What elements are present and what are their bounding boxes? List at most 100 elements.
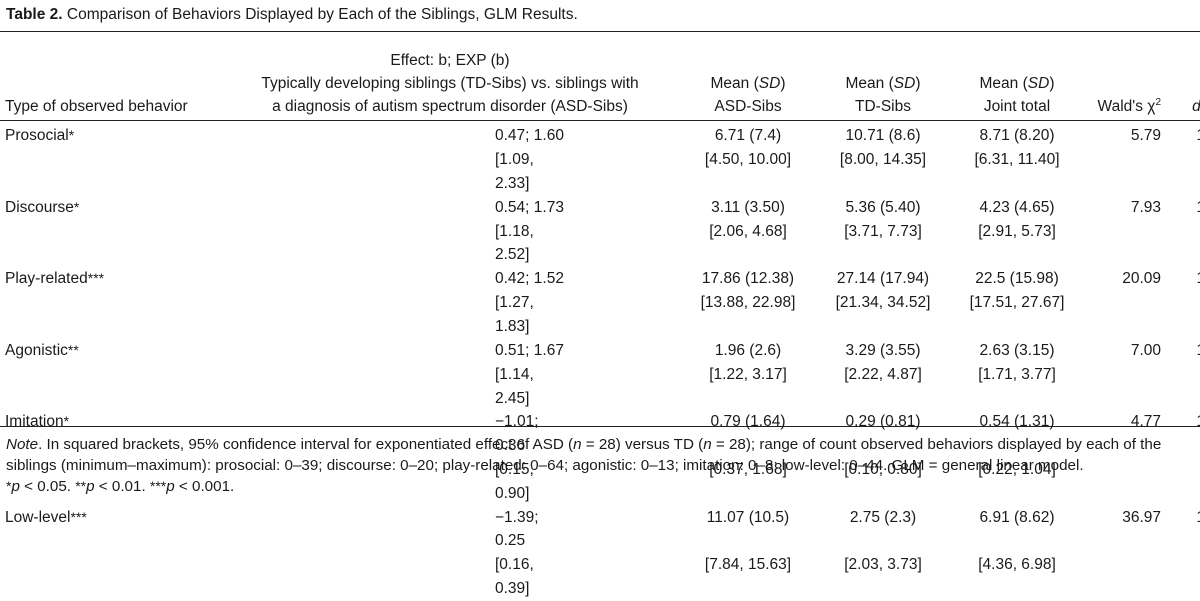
wald-value: 4.77	[1130, 413, 1161, 431]
top-rule	[0, 31, 1200, 32]
df-value: 1	[1161, 118, 1200, 148]
header-effect: Effect: b; EXP (b) Typically developing …	[223, 34, 677, 118]
behavior-name: Discourse*	[5, 198, 80, 216]
header-joint: Mean (SD) Joint total	[947, 34, 1087, 118]
table-row-ci: [1.09, 2.33] [4.50, 10.00] [8.00, 14.35] [6…	[0, 148, 1200, 196]
asd-range: [4.50, 10.00]	[704, 151, 792, 168]
header-wald: Wald's χ2	[1097, 96, 1161, 115]
table-body: Prosocial* 0.47; 1.60 6.71 (7.4) 10.71 (8.6…	[0, 118, 1200, 601]
effect-ci: [0.15, 0.90]	[495, 460, 534, 502]
joint-range: [0.22, 1.04]	[978, 460, 1056, 478]
asd-mean: 6.71 (7.4)	[714, 127, 782, 144]
joint-range: [6.31, 11.40]	[974, 151, 1060, 168]
joint-mean: 0.54 (1.31)	[979, 413, 1055, 431]
wald-value: 20.09	[1122, 270, 1161, 288]
joint-range: [17.51, 27.67]	[969, 294, 1065, 312]
effect-ci: [1.27, 1.83]	[495, 294, 534, 335]
behavior-name: Agonistic**	[5, 341, 79, 359]
header-td-mean: Mean (SD)	[845, 75, 921, 92]
td-mean: 27.14 (17.94)	[836, 270, 930, 288]
effect-value: 0.51; 1.67	[495, 341, 564, 359]
table-caption: Table 2. Comparison of Behaviors Display…	[6, 5, 578, 25]
wald-value: 7.93	[1130, 198, 1161, 216]
asd-range: [13.88, 22.98]	[700, 294, 796, 312]
header-row: Type of observed behavior Effect: b; EXP…	[0, 34, 1200, 118]
table-row-ci: [1.14, 2.45] [1.22, 3.17] [2.22, 4.87] [1.7…	[0, 363, 1200, 411]
td-range: [0.10, 0.80]	[844, 460, 922, 478]
header-td-label: TD-Sibs	[855, 98, 911, 115]
behavior-name: Prosocial*	[5, 127, 75, 144]
header-asd-label: ASD-Sibs	[714, 98, 782, 115]
header-effect-line3: a diagnosis of autism spectrum disorder …	[272, 98, 628, 115]
asd-mean: 3.11 (3.50)	[711, 198, 785, 216]
table-row: Low-level*** −1.39; 0.25 11.07 (10.5) 2.75 …	[0, 506, 1200, 554]
header-rule	[0, 120, 1200, 121]
table-row-ci: [1.18, 2.52] [2.06, 4.68] [3.71, 7.73] [2.9…	[0, 220, 1200, 268]
behavior-name: Low-level***	[5, 508, 87, 526]
joint-range: [2.91, 5.73]	[978, 222, 1056, 240]
df-value: 1	[1161, 506, 1200, 554]
header-effect-line2: Typically developing siblings (TD-Sibs) …	[261, 75, 639, 92]
table-row: Prosocial* 0.47; 1.60 6.71 (7.4) 10.71 (8.6…	[0, 118, 1200, 148]
table-note: Note. In squared brackets, 95% confidenc…	[6, 436, 1162, 495]
joint-mean: 4.23 (4.65)	[979, 198, 1055, 216]
df-value: 1	[1161, 339, 1200, 363]
behavior-name: Imitation*	[5, 413, 70, 431]
effect-value: 0.42; 1.52	[495, 270, 564, 288]
asd-range: [2.06, 4.68]	[709, 222, 787, 240]
effect-value: 0.47; 1.60	[495, 127, 564, 144]
asd-mean: 11.07 (10.5)	[706, 508, 790, 526]
header-joint-mean: Mean (SD)	[979, 75, 1055, 92]
wald-value: 36.97	[1122, 508, 1161, 526]
effect-ci: [0.16, 0.39]	[495, 556, 534, 597]
table-row-ci: [0.16, 0.39] [7.84, 15.63] [2.03, 3.73] [4.…	[0, 553, 1200, 601]
td-range: [8.00, 14.35]	[839, 151, 927, 168]
joint-mean: 6.91 (8.62)	[979, 508, 1055, 526]
td-mean: 5.36 (5.40)	[845, 198, 921, 216]
effect-value: 0.54; 1.73	[495, 198, 564, 216]
table-row: Imitation* −1.01; 0.36 0.79 (1.64) 0.29 (0.…	[0, 410, 1200, 458]
table-row: Play-related*** 0.42; 1.52 17.86 (12.38) 27…	[0, 267, 1200, 291]
td-range: [2.22, 4.87]	[844, 365, 922, 383]
joint-range: [1.71, 3.77]	[978, 365, 1056, 383]
td-mean: 0.29 (0.81)	[845, 413, 921, 431]
header-asd: Mean (SD) ASD-Sibs	[677, 34, 819, 118]
df-value: 1	[1161, 267, 1200, 291]
table-row: Discourse* 0.54; 1.73 3.11 (3.50) 5.36 (5.4…	[0, 196, 1200, 220]
effect-ci: [1.18, 2.52]	[495, 222, 534, 264]
header-df: df	[1192, 98, 1200, 115]
results-table: Type of observed behavior Effect: b; EXP…	[0, 34, 1200, 601]
header-td: Mean (SD) TD-Sibs	[819, 34, 947, 118]
df-value: 1	[1161, 196, 1200, 220]
wald-value: 7.00	[1130, 341, 1161, 359]
asd-mean: 17.86 (12.38)	[701, 270, 795, 288]
joint-mean: 2.63 (3.15)	[979, 341, 1055, 359]
behavior-name: Play-related***	[5, 270, 105, 288]
table-row: Agonistic** 0.51; 1.67 1.96 (2.6) 3.29 (3.5…	[0, 339, 1200, 363]
td-mean: 3.29 (3.55)	[845, 341, 921, 359]
asd-mean: 0.79 (1.64)	[710, 413, 786, 431]
asd-mean: 1.96 (2.6)	[714, 341, 782, 359]
header-joint-label: Joint total	[983, 98, 1051, 115]
table-title: Comparison of Behaviors Displayed by Eac…	[66, 6, 578, 23]
table-row-ci: [0.15, 0.90] [0.37, 1.68] [0.10, 0.80] [0.2…	[0, 458, 1200, 506]
joint-range: [4.36, 6.98]	[978, 556, 1056, 574]
header-asd-mean: Mean (SD)	[710, 75, 786, 92]
td-mean: 10.71 (8.6)	[845, 127, 921, 144]
asd-range: [7.84, 15.63]	[704, 556, 792, 574]
table-row-ci: [1.27, 1.83] [13.88, 22.98] [21.34, 34.52]…	[0, 291, 1200, 339]
effect-ci: [1.09, 2.33]	[495, 151, 534, 192]
joint-mean: 8.71 (8.20)	[979, 127, 1055, 144]
effect-value: −1.39; 0.25	[495, 508, 539, 550]
df-value: 1	[1161, 410, 1200, 458]
td-range: [2.03, 3.73]	[844, 556, 922, 574]
wald-value: 5.79	[1130, 127, 1161, 144]
effect-ci: [1.14, 2.45]	[495, 365, 534, 407]
joint-mean: 22.5 (15.98)	[975, 270, 1059, 288]
td-mean: 2.75 (2.3)	[849, 508, 917, 526]
effect-value: −1.01; 0.36	[495, 413, 539, 455]
asd-range: [0.37, 1.68]	[709, 460, 787, 478]
asd-range: [1.22, 3.17]	[709, 365, 787, 383]
td-range: [3.71, 7.73]	[844, 222, 922, 240]
table-label: Table 2.	[6, 6, 63, 23]
